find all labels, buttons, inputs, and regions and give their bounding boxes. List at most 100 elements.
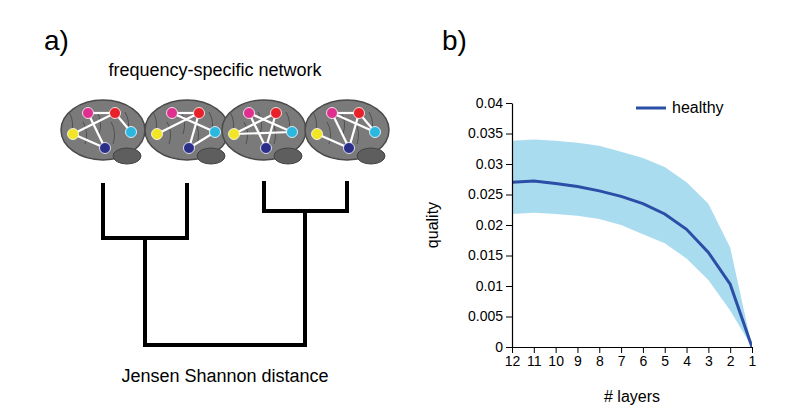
brain-gyrus (181, 112, 185, 134)
tick-label: 10 (548, 353, 564, 369)
network-node (344, 143, 355, 154)
tick-label: 0.01 (476, 278, 503, 294)
tick-mark (506, 286, 512, 287)
diagram-title: frequency-specific network (108, 60, 322, 80)
brain (222, 100, 306, 164)
tick-label: 0.02 (476, 217, 503, 233)
brain-cerebellum (197, 148, 225, 164)
tick-label: 12 (505, 353, 521, 369)
tick: 0.02 (476, 217, 512, 233)
network-node (126, 127, 137, 138)
panel-a: a) frequency-specific network Jensen Shann… (44, 25, 389, 386)
network-node (167, 108, 178, 119)
network-node (210, 127, 221, 138)
tick-label: 6 (640, 353, 648, 369)
legend: healthy (636, 99, 724, 116)
panel-b: b)12111098765432100.0050.010.0150.020.02… (424, 25, 757, 405)
tick: 2 (727, 347, 735, 369)
axis-line (513, 347, 753, 348)
tick: 10 (548, 347, 564, 369)
y-axis: 0 0.005 0.01 0.015 0.02 0.025 0.03 0.035 0.04 (468, 95, 513, 355)
network-node (229, 129, 240, 140)
brain-gyrus (111, 122, 115, 144)
legend-label: healthy (672, 99, 724, 116)
tick-label: 5 (661, 353, 669, 369)
brain-cerebellum (357, 148, 385, 164)
network-node (83, 108, 94, 119)
dendrogram-branch (145, 343, 305, 347)
tick: 0.015 (468, 247, 512, 263)
tick-label: 2 (727, 353, 735, 369)
network-edge (234, 132, 292, 134)
network-edge (332, 113, 375, 132)
legend-swatch (636, 107, 666, 110)
tick-label: 1 (749, 353, 757, 369)
network-edge (157, 113, 199, 134)
tick-mark (506, 103, 512, 104)
network-node (327, 108, 338, 119)
brain (145, 100, 229, 164)
brain (61, 100, 145, 164)
network-node (110, 108, 121, 119)
network-node (312, 129, 323, 140)
tick-mark (506, 347, 512, 348)
x-axis: 12 11 10 987654321 (505, 347, 757, 369)
dendrogram-branch (345, 183, 349, 211)
brain (305, 100, 389, 164)
tick: 8 (596, 347, 604, 369)
tick: 6 (640, 347, 648, 369)
brain-gyrus (167, 122, 171, 144)
tick: 0.035 (468, 125, 512, 141)
dendrogram-branch (303, 211, 307, 345)
plot-area (512, 140, 752, 347)
network-node (152, 129, 163, 140)
tick: 0.025 (468, 186, 512, 202)
brain-cerebellum (113, 148, 141, 164)
dendrogram-branch (262, 183, 266, 211)
tick-mark (506, 134, 512, 135)
network-node (370, 127, 381, 138)
network-node (261, 143, 272, 154)
tick-label: 0.025 (468, 186, 503, 202)
network-edge (73, 113, 115, 134)
tick-label: 4 (683, 353, 691, 369)
y-axis-title: quality (424, 202, 441, 248)
tick: 0.03 (476, 156, 512, 172)
figure: a) frequency-specific network Jensen Shann… (0, 0, 795, 417)
panel-label: b) (442, 25, 467, 56)
tick-label: 0.04 (476, 95, 503, 111)
network-node (68, 129, 79, 140)
tick: 7 (618, 347, 626, 369)
tick-mark (506, 256, 512, 257)
series-line (512, 181, 752, 347)
diagram-axis-label: Jensen Shannon distance (121, 366, 328, 386)
tick-label: 0.005 (468, 308, 503, 324)
tick-label: 0.03 (476, 156, 503, 172)
network-node (184, 143, 195, 154)
tick-label: 0 (495, 339, 503, 355)
tick-mark (506, 195, 512, 196)
panel-label: a) (44, 25, 69, 56)
tick-label: 0.015 (468, 247, 503, 263)
tick: 0.01 (476, 278, 512, 294)
tick: 1 (749, 347, 757, 369)
axis-line (512, 104, 513, 348)
tick-label: 8 (596, 353, 604, 369)
network-node (287, 127, 298, 138)
tick-label: 7 (618, 353, 626, 369)
tick: 5 (661, 347, 669, 369)
dendrogram-branch (101, 185, 105, 238)
tick: 4 (683, 347, 691, 369)
network-node (271, 108, 282, 119)
tick-mark (506, 225, 512, 226)
tick: 3 (705, 347, 713, 369)
network-node (354, 108, 365, 119)
brain-cerebellum (274, 148, 302, 164)
network-node (244, 108, 255, 119)
dendrogram-branch (143, 238, 147, 345)
tick: 0 (495, 339, 512, 355)
tick: 11 (527, 347, 542, 369)
network-node (100, 143, 111, 154)
tick: 9 (574, 347, 582, 369)
tick-label: 3 (705, 353, 713, 369)
